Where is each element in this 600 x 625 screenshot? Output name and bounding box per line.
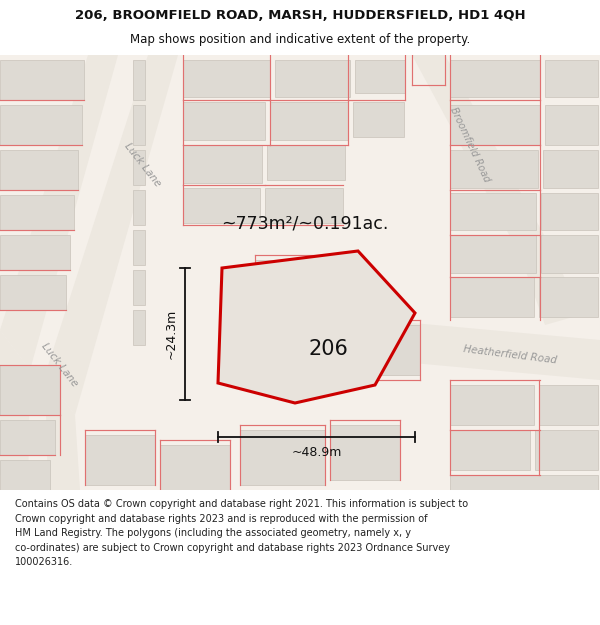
Polygon shape (0, 105, 82, 145)
Polygon shape (0, 195, 74, 230)
Text: Heatherfield Road: Heatherfield Road (463, 344, 557, 366)
Polygon shape (541, 235, 598, 273)
Polygon shape (240, 325, 330, 375)
Polygon shape (450, 60, 540, 97)
Polygon shape (330, 425, 400, 480)
Polygon shape (355, 60, 405, 93)
Polygon shape (133, 270, 145, 305)
Polygon shape (335, 325, 420, 375)
Polygon shape (45, 55, 178, 415)
Polygon shape (133, 105, 145, 145)
Polygon shape (0, 60, 84, 100)
Polygon shape (133, 190, 145, 225)
Polygon shape (520, 255, 580, 325)
Polygon shape (240, 430, 325, 485)
Polygon shape (380, 320, 600, 380)
Polygon shape (450, 105, 540, 145)
Polygon shape (450, 150, 538, 188)
Polygon shape (0, 235, 70, 270)
Polygon shape (0, 330, 30, 490)
Polygon shape (183, 188, 260, 223)
Polygon shape (450, 277, 534, 317)
Polygon shape (0, 420, 55, 455)
Polygon shape (0, 460, 50, 490)
Polygon shape (0, 365, 60, 415)
Polygon shape (0, 275, 66, 310)
Polygon shape (535, 430, 598, 470)
Polygon shape (0, 150, 78, 190)
Text: 206, BROOMFIELD ROAD, MARSH, HUDDERSFIELD, HD1 4QH: 206, BROOMFIELD ROAD, MARSH, HUDDERSFIEL… (74, 9, 526, 22)
Polygon shape (353, 102, 404, 137)
Text: Luck Lane: Luck Lane (40, 341, 80, 389)
Polygon shape (450, 430, 530, 470)
Polygon shape (218, 251, 415, 403)
Polygon shape (85, 435, 155, 485)
Text: Contains OS data © Crown copyright and database right 2021. This information is : Contains OS data © Crown copyright and d… (15, 499, 468, 567)
Polygon shape (255, 260, 320, 310)
Text: Map shows position and indicative extent of the property.: Map shows position and indicative extent… (130, 33, 470, 46)
Text: 206: 206 (309, 339, 349, 359)
Polygon shape (450, 235, 536, 273)
Polygon shape (160, 445, 230, 490)
Polygon shape (265, 188, 343, 223)
Polygon shape (133, 230, 145, 265)
Polygon shape (133, 60, 145, 100)
Text: Broomfield Road: Broomfield Road (448, 106, 492, 184)
Polygon shape (539, 385, 598, 425)
Text: Luck Lane: Luck Lane (123, 141, 163, 189)
Polygon shape (541, 193, 598, 230)
Polygon shape (0, 55, 118, 370)
Polygon shape (450, 475, 598, 490)
Polygon shape (270, 102, 348, 140)
Polygon shape (412, 55, 555, 255)
Polygon shape (183, 102, 265, 140)
Text: ~48.9m: ~48.9m (292, 446, 341, 459)
Polygon shape (539, 277, 598, 317)
Polygon shape (450, 385, 534, 425)
Polygon shape (183, 145, 262, 183)
Polygon shape (543, 150, 598, 188)
Text: ~773m²/~0.191ac.: ~773m²/~0.191ac. (221, 214, 389, 232)
Polygon shape (450, 193, 536, 230)
Polygon shape (133, 150, 145, 185)
Polygon shape (183, 60, 270, 97)
Polygon shape (545, 60, 598, 97)
Polygon shape (275, 60, 350, 97)
Polygon shape (545, 105, 598, 145)
Polygon shape (45, 375, 80, 490)
Polygon shape (267, 145, 345, 180)
Text: ~24.3m: ~24.3m (164, 309, 178, 359)
Polygon shape (133, 310, 145, 345)
Polygon shape (0, 55, 600, 490)
